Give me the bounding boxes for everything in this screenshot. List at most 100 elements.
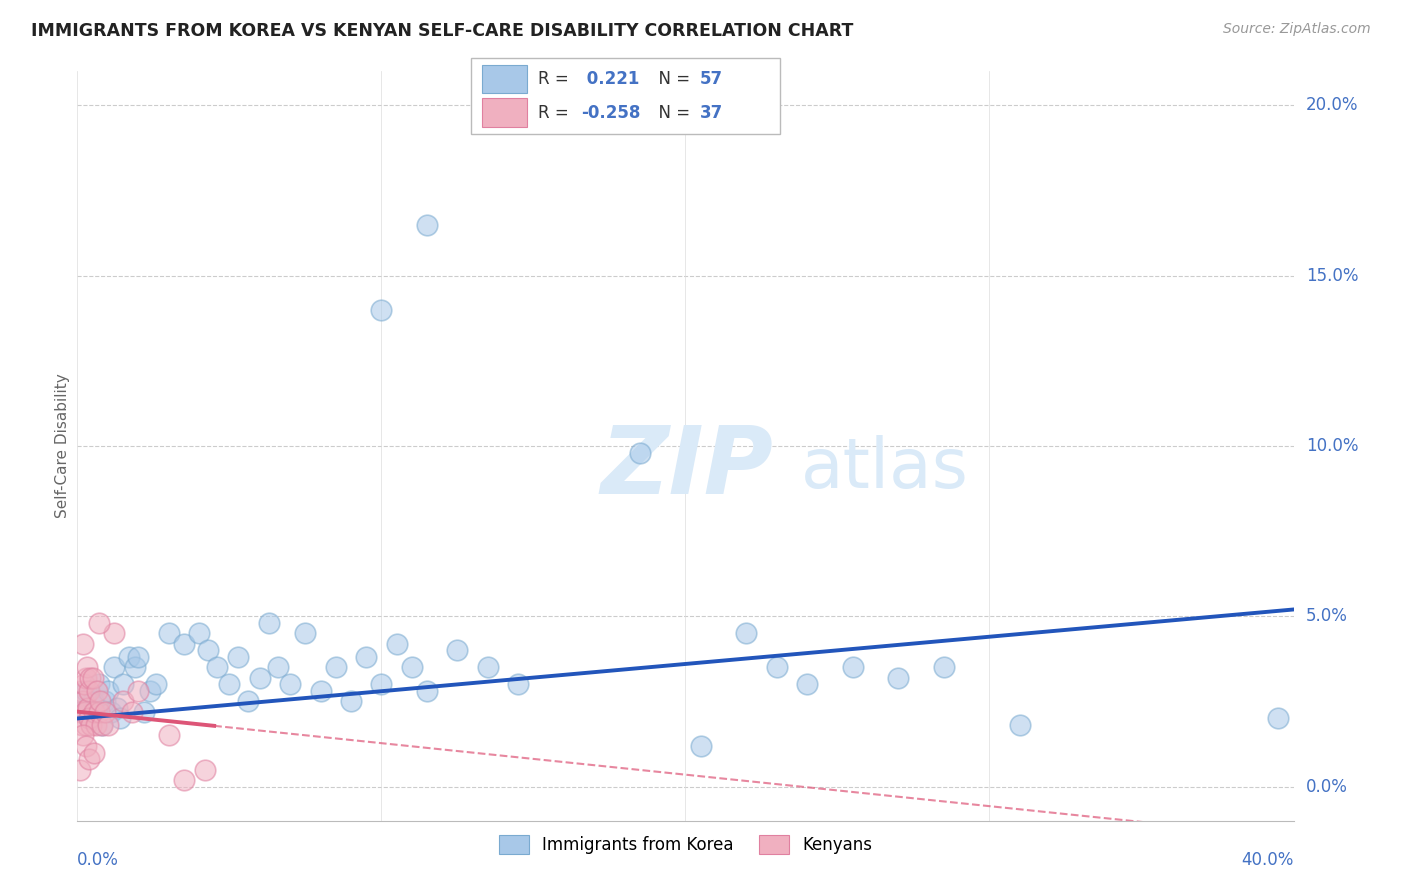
Point <box>267 660 290 674</box>
Point <box>401 660 423 674</box>
Text: R =: R = <box>538 70 575 88</box>
Point <box>83 746 105 760</box>
Point <box>118 650 141 665</box>
Text: N =: N = <box>648 103 696 121</box>
Point <box>354 650 377 665</box>
Point <box>103 626 125 640</box>
Point <box>477 660 499 674</box>
Point <box>84 718 107 732</box>
Point <box>1008 718 1031 732</box>
Point <box>628 446 651 460</box>
Text: 40.0%: 40.0% <box>1241 851 1294 869</box>
Point <box>325 660 347 674</box>
Point <box>90 718 112 732</box>
Point <box>97 684 120 698</box>
Text: 37: 37 <box>700 103 724 121</box>
Point <box>370 302 392 317</box>
Point <box>124 660 146 674</box>
Text: 0.221: 0.221 <box>581 70 640 88</box>
Point <box>83 705 105 719</box>
Point <box>75 739 97 753</box>
Point <box>932 660 955 674</box>
Point <box>79 671 101 685</box>
Point <box>765 660 787 674</box>
Point <box>103 660 125 674</box>
Text: R =: R = <box>538 103 575 121</box>
Point <box>73 705 96 719</box>
Point <box>72 694 94 708</box>
Point <box>108 711 131 725</box>
Point <box>105 701 128 715</box>
Point <box>416 218 439 232</box>
Point <box>385 636 408 650</box>
Point <box>294 626 316 640</box>
Point <box>87 677 110 691</box>
Point <box>735 626 758 640</box>
Point <box>72 729 94 743</box>
Point <box>111 677 134 691</box>
Text: 0.0%: 0.0% <box>77 851 120 869</box>
Text: 15.0%: 15.0% <box>1306 267 1358 285</box>
Point <box>72 636 94 650</box>
Legend: Immigrants from Korea, Kenyans: Immigrants from Korea, Kenyans <box>492 829 879 861</box>
Text: IMMIGRANTS FROM KOREA VS KENYAN SELF-CARE DISABILITY CORRELATION CHART: IMMIGRANTS FROM KOREA VS KENYAN SELF-CAR… <box>31 22 853 40</box>
Text: ZIP: ZIP <box>600 423 773 515</box>
Point <box>69 763 91 777</box>
Point <box>446 643 468 657</box>
Point <box>89 694 111 708</box>
Point <box>84 705 107 719</box>
Point <box>121 705 143 719</box>
Point <box>145 677 167 691</box>
Point <box>370 677 392 691</box>
Point <box>218 677 240 691</box>
Point <box>157 729 180 743</box>
Point <box>70 705 93 719</box>
Point <box>236 694 259 708</box>
Point <box>228 650 250 665</box>
Point <box>188 626 211 640</box>
Point <box>80 718 103 732</box>
Point <box>508 677 530 691</box>
Point <box>75 671 97 685</box>
Point <box>796 677 818 691</box>
Text: 57: 57 <box>700 70 723 88</box>
Point <box>309 684 332 698</box>
Point <box>111 694 134 708</box>
Point <box>77 684 100 698</box>
Point <box>69 705 91 719</box>
Point <box>205 660 228 674</box>
Point <box>1267 711 1289 725</box>
Point <box>90 718 112 732</box>
Y-axis label: Self-Care Disability: Self-Care Disability <box>55 374 70 518</box>
Text: Source: ZipAtlas.com: Source: ZipAtlas.com <box>1223 22 1371 37</box>
Point <box>134 705 156 719</box>
Point <box>86 684 108 698</box>
Text: -0.258: -0.258 <box>581 103 640 121</box>
Point <box>93 694 115 708</box>
Point <box>173 636 195 650</box>
Point <box>127 650 149 665</box>
Text: 0.0%: 0.0% <box>1306 778 1347 796</box>
Point <box>76 660 98 674</box>
Point <box>173 772 195 787</box>
Point <box>93 705 115 719</box>
Point <box>75 684 97 698</box>
Point <box>100 705 122 719</box>
Point <box>416 684 439 698</box>
Point <box>87 705 110 719</box>
Point <box>139 684 162 698</box>
Point <box>197 643 219 657</box>
Point <box>157 626 180 640</box>
Point <box>77 701 100 715</box>
Text: 10.0%: 10.0% <box>1306 437 1358 455</box>
Point <box>278 677 301 691</box>
Point <box>82 671 104 685</box>
Point <box>127 684 149 698</box>
Point <box>72 694 94 708</box>
Text: 5.0%: 5.0% <box>1306 607 1347 625</box>
Point <box>79 711 101 725</box>
Point <box>340 694 363 708</box>
Point <box>97 718 120 732</box>
Point <box>70 684 93 698</box>
Point <box>87 616 110 631</box>
